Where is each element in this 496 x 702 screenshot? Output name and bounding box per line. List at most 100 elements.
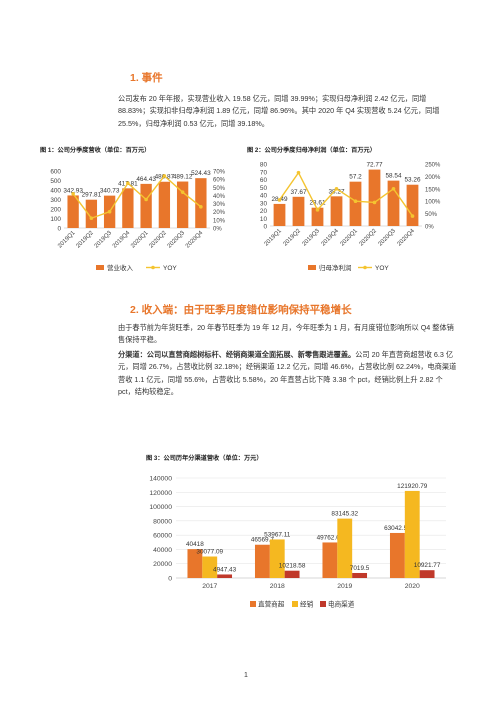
fig3-y-tick: 40000 — [153, 547, 172, 554]
fig1-y2-tick: 60% — [213, 178, 226, 184]
fig1-y2-tick: 20% — [213, 210, 226, 216]
fig3-x-tick: 2018 — [270, 583, 285, 590]
fig3-x-tick: 2017 — [202, 583, 217, 590]
fig3-bar — [337, 518, 353, 578]
fig2-y2-tick: 100% — [425, 200, 441, 206]
fig2-y-tick: 60 — [260, 177, 268, 184]
fig3-bar-label: 46569.7 — [251, 537, 275, 544]
section-heading-1: 1. 事件 — [130, 72, 163, 84]
fig2-y2-tick: 50% — [425, 212, 438, 218]
fig2-legend-swatch-bar — [308, 265, 316, 270]
fig3-bar-label: 4947.43 — [213, 566, 237, 573]
channel-detail: 公司 20 年直营商超营收 6.3 亿元，同增 26.7%，占营收比例 32.1… — [118, 350, 457, 397]
page-number: 1 — [244, 672, 248, 679]
fig1-y2-tick: 50% — [213, 186, 226, 192]
fig1-bar-label: 489.12 — [173, 174, 193, 181]
fig2-bar — [349, 181, 362, 226]
fig3-bar — [187, 549, 203, 578]
fig1-bar — [158, 181, 171, 228]
fig3-bar — [389, 532, 405, 578]
channel-lead: 分渠道：公司以直营商超树标杆、经销商渠道全面拓展、新零售跟进覆盖。 — [118, 350, 356, 359]
fig2-y2-tick: 250% — [425, 163, 441, 169]
fig1-bar — [67, 195, 79, 228]
fig3-bar-label: 53967.11 — [264, 531, 291, 538]
fig2-yoy-point — [315, 208, 320, 212]
fig2-yoy-point — [334, 187, 339, 191]
fig2-x-tick: 2020Q1 — [340, 228, 360, 248]
fig1-x-tick: 2020Q3 — [167, 230, 187, 250]
fig1-yoy-point — [144, 197, 148, 202]
fig1-y-tick: 200 — [50, 207, 61, 214]
fig2-yoy-line — [278, 171, 414, 217]
fig3-bar — [419, 570, 435, 578]
fig2-yoy-point — [410, 214, 415, 218]
fig1-y-tick: 400 — [50, 188, 61, 195]
figure-1-chart: 0 100 200 300 400 500 600 0% 10% 20% 30% 40% 50% 60% 7… — [50, 169, 226, 273]
fig2-bar — [368, 169, 381, 226]
fig3-legend-label: 电商渠道 — [328, 600, 355, 609]
fig3-legend-swatch — [320, 601, 326, 607]
fig1-y-tick: 0 — [57, 226, 61, 233]
fig2-x-tick: 2019Q3 — [302, 228, 322, 248]
fig3-bar-label: 63042.59 — [384, 525, 411, 532]
fig3-y-tick: 0 — [168, 576, 172, 583]
fig1-yoy-point — [89, 216, 94, 221]
fig3-bar-label: 10218.58 — [279, 563, 306, 570]
fig3-bar-label: 49762.63 — [317, 534, 344, 541]
fig1-legend-label-line: YOY — [163, 265, 177, 272]
fig3-bar-label: 40418 — [186, 541, 204, 548]
fig1-x-tick: 2020Q4 — [185, 230, 205, 250]
fig1-bar-label: 342.93 — [63, 187, 83, 194]
fig1-yoy-line — [72, 174, 202, 220]
section-heading-2: 2. 收入端：由于旺季月度错位影响保持平稳增长 — [130, 304, 352, 316]
fig3-y-tick: 140000 — [149, 476, 172, 483]
fig2-yoy-point — [277, 198, 282, 202]
fig1-yoy-point — [71, 192, 75, 196]
fig2-y-tick: 50 — [260, 185, 268, 192]
fig2-x-tick: 2020Q4 — [397, 228, 417, 248]
fig3-y-tick: 80000 — [153, 518, 172, 525]
fig3-bar-label: 10921.77 — [414, 562, 441, 569]
fig1-bar-label: 340.73 — [100, 188, 120, 195]
fig1-bar — [85, 199, 98, 228]
fig1-y2-tick: 30% — [213, 202, 226, 208]
fig1-yoy-point — [107, 209, 112, 214]
fig1-legend-label-bar: 营业收入 — [107, 263, 134, 272]
fig2-x-tick: 2020Q3 — [378, 228, 398, 248]
fig1-x-tick: 2019Q1 — [57, 230, 77, 250]
fig1-yoy-point — [126, 181, 130, 186]
fig2-y-tick: 20 — [260, 208, 268, 215]
fig1-y2-tick: 40% — [213, 194, 226, 200]
fig2-legend-label-line: YOY — [375, 265, 389, 272]
fig1-x-tick: 2020Q2 — [148, 230, 168, 250]
figure-3-title: 图 3：公司历年分渠道营收（单位：万元） — [146, 455, 263, 462]
fig2-bar-label: 38.27 — [329, 188, 345, 195]
fig1-y-tick: 100 — [50, 216, 61, 223]
fig3-y-tick: 100000 — [149, 504, 172, 511]
fig3-legend-swatch — [250, 601, 256, 607]
fig2-y-tick: 10 — [260, 216, 268, 223]
fig3-legend-label: 直营商超 — [258, 600, 285, 609]
fig2-bar-label: 58.54 — [386, 173, 402, 180]
fig2-y2-tick: 150% — [425, 187, 441, 193]
fig2-x-tick: 2020Q2 — [359, 228, 379, 248]
fig1-y-tick: 600 — [50, 169, 61, 176]
fig3-bar — [404, 490, 420, 578]
fig3-bar-label: 7019.5 — [350, 565, 370, 572]
fig3-x-tick: 2019 — [337, 583, 352, 590]
fig3-bar — [202, 556, 218, 578]
figure-2-chart: 010203040506070800%50%100%150%200%250%28… — [260, 162, 441, 273]
fig1-bar-label: 524.43 — [191, 170, 211, 177]
fig2-y-tick: 70 — [260, 169, 268, 176]
fig2-bar-label: 57.2 — [349, 174, 362, 181]
fig3-bar — [254, 544, 270, 578]
section-body-2: 由于春节前为年货旺季，20 年春节旺季为 19 年 12 月，今年旺季为 1 月… — [118, 323, 454, 345]
fig2-x-tick: 2019Q2 — [283, 228, 303, 248]
fig1-y2-tick: 70% — [213, 170, 226, 176]
fig1-x-tick: 2019Q2 — [75, 230, 95, 250]
fig3-bar-label: 83145.32 — [331, 511, 358, 518]
fig2-bar — [330, 196, 343, 226]
fig3-bar — [217, 574, 233, 578]
fig2-y2-tick: 200% — [425, 175, 441, 181]
fig1-yoy-point — [162, 174, 167, 178]
